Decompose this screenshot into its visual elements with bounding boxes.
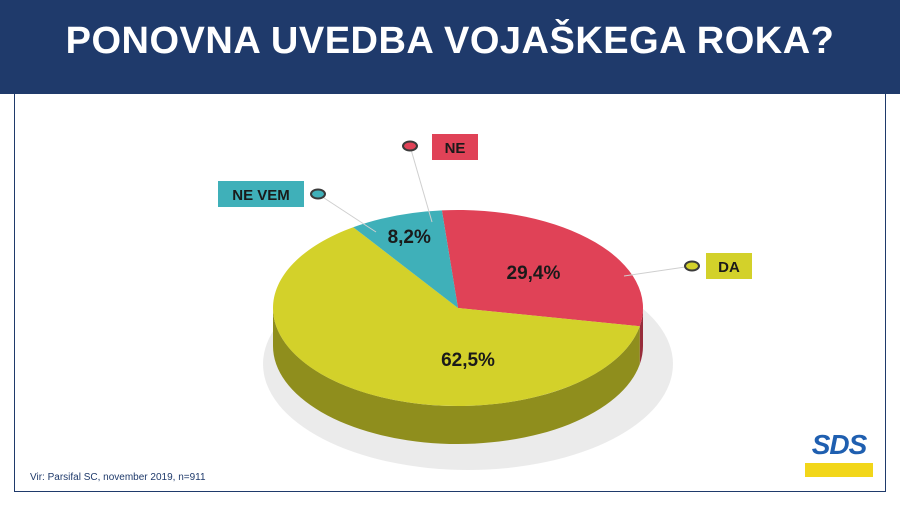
slice-side-da [273,308,640,445]
slice-da [273,227,640,406]
callout-dot-ne [402,140,418,152]
page-title: PONOVNA UVEDBA VOJAŠKEGA ROKA? [65,20,835,62]
logo-text: SDS [811,429,868,460]
callout-tag-ne-vem [218,181,304,207]
sds-logo: SDS [805,430,873,480]
leader-line-da [623,265,693,277]
callout-label-da: DA [718,259,740,276]
value-label-ne: 29,4% [507,263,561,284]
callout-label-ne: NE [445,140,466,157]
slice-ne-vem [353,210,458,308]
callout-label-ne-vem: NE VEM [232,187,290,204]
value-label-da: 62,5% [441,350,495,371]
leader-line-ne [409,145,433,223]
value-label-ne-vem: 8,2% [388,227,431,248]
slice-side-ne [639,308,643,365]
callout-tag-ne [432,134,478,160]
title-banner: PONOVNA UVEDBA VOJAŠKEGA ROKA? [0,0,900,94]
callout-dot-ne-vem [310,188,326,200]
slice-ne [441,210,643,327]
callout-tag-da [706,253,752,279]
source-note: Vir: Parsifal SC, november 2019, n=911 [30,472,206,483]
leader-line-ne-vem [317,193,377,233]
callout-dot-da [684,260,700,272]
logo-yellow-bar [805,463,873,477]
